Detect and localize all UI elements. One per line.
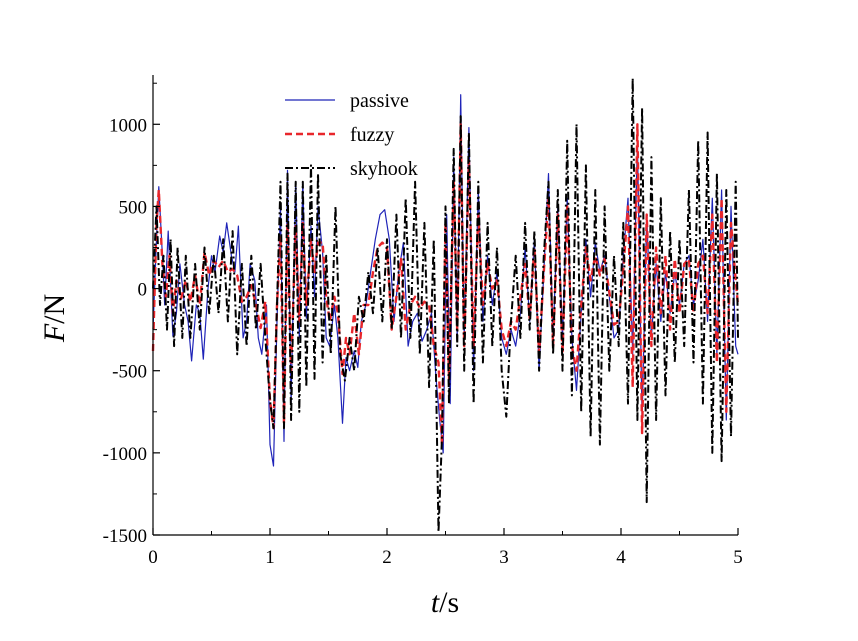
x-tick-group: 0 1 2 3 4 5 xyxy=(148,528,743,568)
x-axis-title-unit: /s xyxy=(439,586,459,619)
legend-label-skyhook: skyhook xyxy=(350,158,418,180)
x-axis-title: t/s xyxy=(431,586,459,619)
plot-area xyxy=(151,77,740,533)
y-tick-label: 0 xyxy=(138,280,148,301)
x-tick-label: 3 xyxy=(499,547,509,568)
y-tick-label: 1000 xyxy=(109,115,147,136)
x-tick-label: 5 xyxy=(733,547,743,568)
y-tick-label: -1000 xyxy=(103,444,147,465)
y-axis-title-unit: /N xyxy=(38,294,71,324)
y-tick-label: -500 xyxy=(112,362,147,383)
x-tick-label: 2 xyxy=(382,547,392,568)
x-tick-label: 1 xyxy=(265,547,275,568)
x-tick-label: 4 xyxy=(616,547,626,568)
series-line-skyhook xyxy=(152,77,739,533)
series-layer xyxy=(151,77,740,533)
y-axis-title-var: F xyxy=(38,323,71,343)
legend: passive fuzzy skyhook xyxy=(285,90,418,180)
y-axis-title: F/N xyxy=(38,294,71,343)
x-tick-label: 0 xyxy=(148,547,158,568)
y-tick-label: -1500 xyxy=(103,526,147,547)
legend-label-passive: passive xyxy=(350,90,409,112)
legend-label-fuzzy: fuzzy xyxy=(350,124,394,146)
x-axis-title-var: t xyxy=(431,586,440,619)
y-tick-group: -1500 -1000 -500 0 500 1000 xyxy=(103,82,160,547)
y-tick-label: 500 xyxy=(119,197,148,218)
